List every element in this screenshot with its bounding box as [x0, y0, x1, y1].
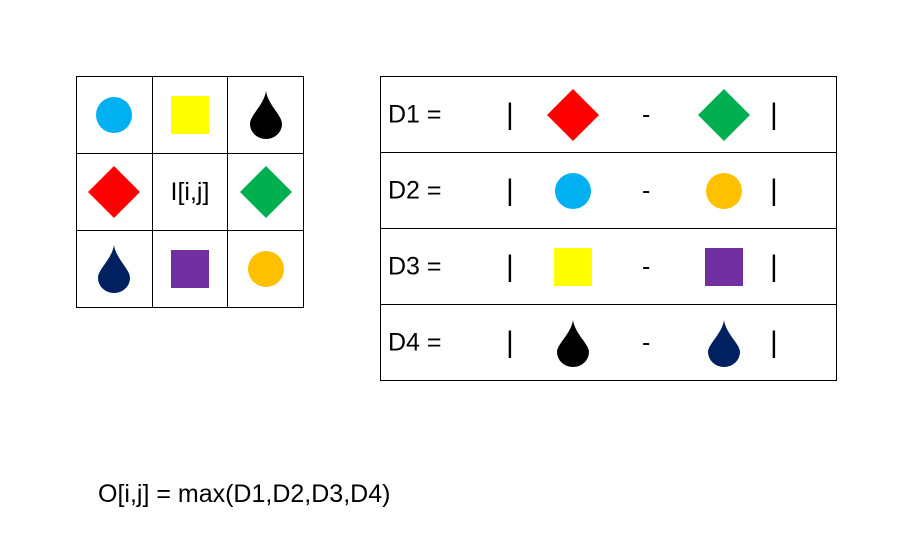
grid-cell-right [227, 153, 304, 231]
row-label: D4 = [388, 328, 442, 356]
purple-square [705, 247, 743, 286]
minus-sign: - [642, 176, 651, 204]
abs-bar-right: | [770, 249, 778, 283]
abs-bar-right: | [770, 173, 778, 207]
abs-bar-right: | [770, 97, 778, 131]
yellow-square [170, 96, 209, 134]
abs-bar-left: | [506, 97, 514, 131]
black-drop [249, 91, 282, 139]
difference-table: D1 = | - | D2 = | - | D3 = | - | D4 = | … [380, 76, 837, 381]
navy-drop [708, 319, 740, 367]
grid-cell-bottom-right [227, 230, 304, 308]
difference-row-d1: D1 = | - | [380, 76, 837, 153]
row-label: D3 = [388, 252, 442, 280]
yellow-square [554, 247, 592, 286]
minus-sign: - [642, 252, 651, 280]
difference-row-d4: D4 = | - | [380, 304, 837, 381]
red-diamond [547, 88, 599, 141]
grid-cell-bottom [151, 230, 229, 308]
green-diamond [698, 88, 750, 141]
grid-cell-bottom-left [76, 230, 153, 308]
difference-row-d3: D3 = | - | [380, 228, 837, 305]
neighborhood-grid: I[i,j] [76, 76, 304, 308]
center-pixel-label: I[i,j] [170, 177, 210, 206]
purple-square [170, 250, 209, 288]
abs-bar-left: | [506, 249, 514, 283]
green-diamond [239, 166, 292, 218]
orange-circle [247, 251, 284, 287]
output-formula: O[i,j] = max(D1,D2,D3,D4) [98, 480, 391, 508]
cyan-circle [96, 97, 133, 133]
minus-sign: - [642, 328, 651, 356]
grid-cell-top [151, 76, 229, 154]
minus-sign: - [642, 100, 651, 128]
difference-row-d2: D2 = | - | [380, 152, 837, 229]
grid-cell-top-left [76, 76, 153, 154]
black-drop [557, 319, 589, 367]
grid-cell-center: I[i,j] [151, 153, 229, 231]
navy-drop [98, 245, 131, 293]
row-label: D2 = [388, 176, 442, 204]
orange-circle [706, 172, 742, 209]
cyan-circle [555, 172, 591, 209]
row-label: D1 = [388, 100, 442, 128]
abs-bar-left: | [506, 325, 514, 359]
abs-bar-right: | [770, 325, 778, 359]
grid-cell-left [76, 153, 153, 231]
abs-bar-left: | [506, 173, 514, 207]
red-diamond [88, 166, 141, 218]
grid-cell-top-right [227, 76, 304, 154]
